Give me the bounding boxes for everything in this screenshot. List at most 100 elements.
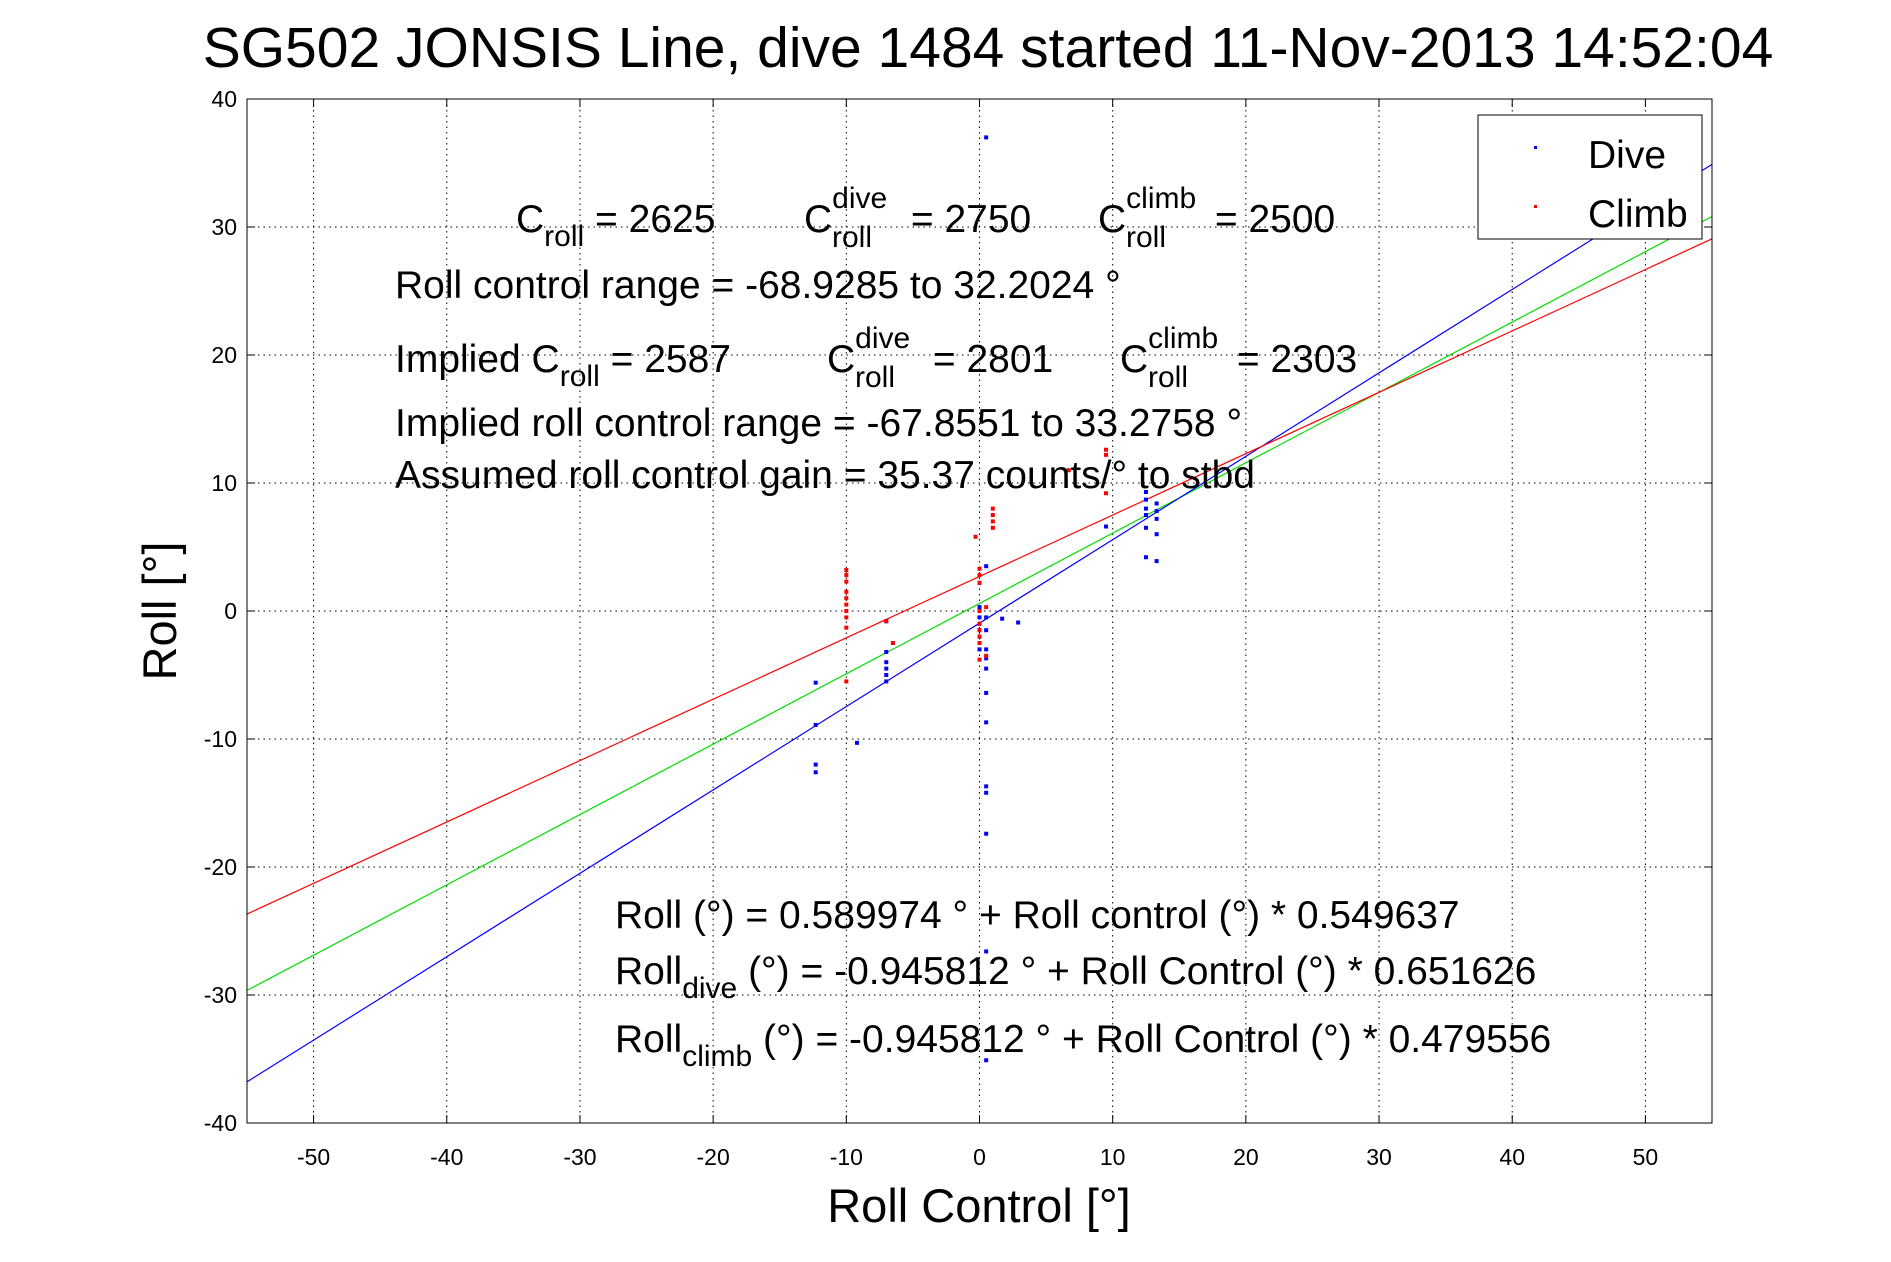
dive-point [884, 673, 889, 677]
dive-point [977, 647, 982, 652]
annotation-roll-control-range: Roll control range = -68.9285 to 32.2024… [395, 264, 1121, 307]
y-tick-label: 0 [224, 598, 237, 624]
dive-point [1154, 559, 1159, 564]
dive-point [884, 679, 889, 684]
climb-point [1066, 468, 1071, 473]
dive-point [984, 831, 989, 836]
x-tick-label: -30 [563, 1144, 596, 1170]
legend-climb-label: Climb [1588, 193, 1688, 236]
climb-point [844, 589, 849, 594]
dive-point [1154, 516, 1159, 521]
x-tick-label: -40 [430, 1144, 463, 1170]
dive-point [1016, 620, 1021, 625]
y-tick-label: 20 [211, 342, 237, 368]
dive-point [1143, 489, 1148, 494]
dive-point [813, 722, 818, 727]
dive-point [984, 949, 989, 954]
annotation-implied-c-dive: Cdive roll = 2801 [827, 322, 1053, 394]
annotation-c-roll-dive: Cdive roll = 2750 [804, 182, 1031, 254]
dive-point [813, 770, 818, 775]
climb-point [844, 573, 849, 578]
dive-point [1154, 501, 1159, 506]
climb-point [844, 568, 849, 573]
dive-point [984, 628, 989, 633]
legend-dive-label: Dive [1588, 134, 1666, 177]
dive-point [984, 647, 989, 652]
equation-combined: Roll (°) = 0.589974 ° + Roll control (°)… [615, 894, 1460, 937]
dive-point [884, 666, 889, 671]
dive-point [984, 135, 989, 140]
x-tick-label: -10 [830, 1144, 863, 1170]
legend-climb-marker [1534, 205, 1537, 208]
annotation-c-roll-climb: Cclimb roll = 2500 [1098, 182, 1335, 254]
climb-point [977, 641, 982, 645]
dive-point [1143, 555, 1148, 560]
x-tick-label: -20 [697, 1144, 730, 1170]
x-tick-label: 40 [1499, 1144, 1525, 1170]
equation-dive: Rolldive (°) = -0.945812 ° + Roll Contro… [615, 950, 1536, 1005]
annotation-implied-c-roll: Implied Croll = 2587 [395, 338, 731, 393]
x-tick-label: 0 [973, 1144, 986, 1170]
climb-point [984, 605, 989, 610]
dive-point [1143, 497, 1148, 502]
climb-point [990, 525, 995, 530]
climb-point [1104, 491, 1109, 496]
dive-point [884, 649, 889, 654]
dive-point [1143, 525, 1148, 530]
dive-point [984, 564, 989, 569]
climb-point [984, 653, 989, 658]
y-tick-label: -40 [204, 1110, 237, 1136]
dive-point [984, 615, 989, 620]
climb-point [977, 566, 982, 571]
climb-point [977, 609, 982, 613]
dive-point [813, 762, 818, 767]
climb-point [890, 641, 895, 645]
annotation-implied-range: Implied roll control range = -67.8551 to… [395, 402, 1242, 445]
dive-point [854, 740, 859, 745]
climb-point [844, 579, 849, 584]
dive-point [984, 666, 989, 671]
dive-point [977, 615, 982, 620]
climb-point [844, 615, 849, 620]
climb-point [884, 619, 889, 624]
dive-point [1154, 532, 1159, 537]
climb-point [977, 580, 982, 585]
dive-point [984, 790, 989, 795]
dive-point [1000, 616, 1005, 621]
climb-point [977, 628, 982, 633]
dive-point [1104, 524, 1109, 529]
climb-point [977, 657, 982, 662]
dive-point [984, 656, 989, 661]
y-tick-label: 10 [211, 470, 237, 496]
annotation-c-roll: Croll = 2625 [516, 198, 715, 253]
climb-point [844, 596, 849, 601]
data-points [813, 135, 1159, 1063]
dive-point [813, 680, 818, 685]
legend-dive-marker [1534, 146, 1537, 149]
dive-point [1143, 506, 1148, 511]
dive-point [984, 720, 989, 725]
climb-point [990, 519, 995, 524]
climb-point [844, 625, 849, 630]
plot-frame [246, 98, 1713, 1124]
chart-title: SG502 JONSIS Line, dive 1484 started 11-… [203, 16, 1774, 80]
tick-labels: -50 -40 -30 -20 -10 0 10 20 30 40 50 -40 -30 -20 -10 0 1… [204, 86, 1658, 1170]
annotation-implied-c-climb: Cclimb roll = 2303 [1120, 322, 1357, 394]
climb-point [977, 573, 982, 578]
dive-point [984, 1058, 989, 1063]
climb-point [844, 679, 849, 684]
x-tick-label: 30 [1366, 1144, 1392, 1170]
equation-climb: Rollclimb (°) = -0.945812 ° + Roll Contr… [615, 1018, 1551, 1073]
annotation-gain: Assumed roll control gain = 35.37 counts… [395, 454, 1255, 497]
legend: Dive Climb [1477, 114, 1703, 240]
dive-point [1143, 513, 1148, 517]
climb-point [973, 534, 978, 539]
y-tick-label: 40 [211, 86, 237, 112]
climb-point [977, 634, 982, 639]
dive-point [884, 660, 889, 665]
climb-point [990, 513, 995, 517]
combined-fit-line [246, 215, 1713, 991]
y-tick-label: 30 [211, 214, 237, 240]
x-tick-label: 10 [1100, 1144, 1126, 1170]
